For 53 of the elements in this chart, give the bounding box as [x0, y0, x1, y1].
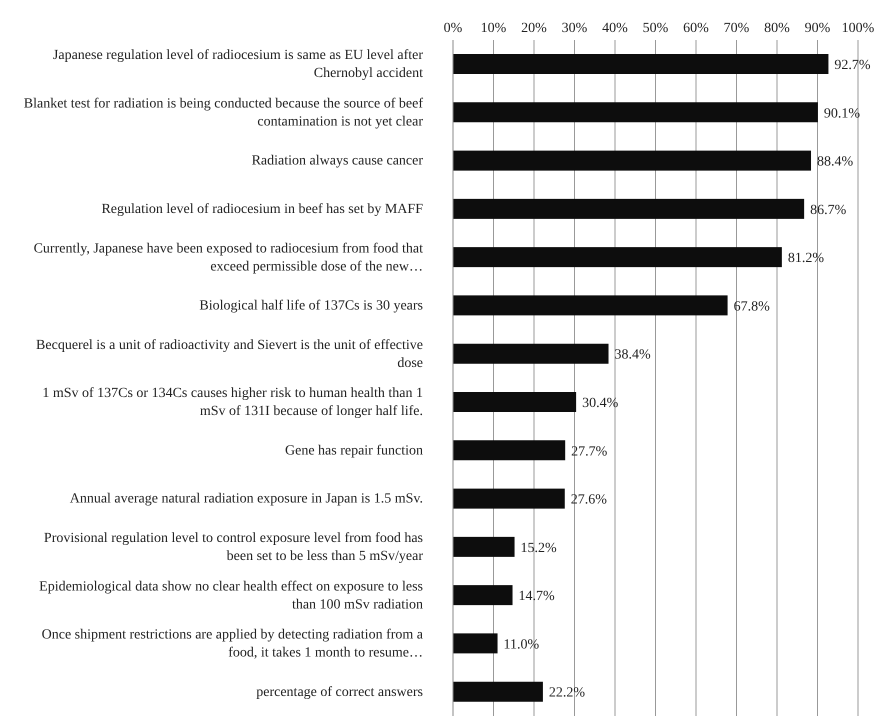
x-tick-label: 70%	[724, 21, 750, 36]
data-label: 38.4%	[614, 348, 652, 363]
bar	[453, 392, 576, 412]
y-tick-label: Japanese regulation level of radiocesium is same as EU level after Chernobyl accident	[52, 48, 424, 81]
bar	[453, 247, 782, 268]
data-label: 30.4%	[582, 396, 619, 411]
x-tick-label: 60%	[683, 21, 710, 36]
x-tick-label: 90%	[804, 21, 831, 36]
data-label: 22.2%	[548, 686, 586, 701]
data-label: 27.7%	[571, 444, 608, 460]
bar	[453, 488, 565, 509]
y-tick-label: Radiation always cause cancer	[252, 153, 424, 168]
data-label: 81.2%	[788, 251, 824, 266]
bar	[453, 440, 566, 460]
bar	[453, 295, 728, 316]
y-tick-label: percentage of correct answers	[256, 684, 423, 700]
bar	[453, 633, 498, 654]
y-tick-label: Biological half life of 137Cs is 30 years	[199, 298, 423, 314]
y-tick-label: Gene has repair function	[285, 442, 423, 458]
y-tick-label: 1 mSv of 137Cs or 134Cs causes higher risk to human health than 1 mSv of 131I because of longer half life.	[42, 386, 423, 419]
bar	[453, 54, 828, 74]
bar	[453, 585, 513, 606]
bar	[453, 682, 543, 702]
y-tick-label: Currently, Japanese have been exposed to radiocesium from food that exceed permissible dose of the new…	[34, 240, 424, 274]
y-tick-label: Provisional regulation level to control exposure level from food has been set to be less than 5 mSv/year	[44, 530, 424, 564]
bar	[453, 150, 812, 171]
y-tick-label: Once shipment restrictions are applied by detecting radiation from a food, it takes 1 month to resume…	[42, 627, 424, 660]
data-label: 90.1%	[824, 106, 860, 122]
x-tick-label: 100%	[842, 21, 875, 36]
y-tick-label: Annual average natural radiation exposure in Japan is 1.5 mSv.	[70, 491, 423, 506]
data-label: 27.6%	[570, 492, 608, 508]
x-tick-label: 0%	[444, 21, 463, 36]
x-tick-label: 80%	[764, 21, 790, 36]
data-label: 67.8%	[734, 299, 770, 314]
x-tick-label: 50%	[642, 21, 669, 36]
x-tick-label: 30%	[562, 21, 588, 36]
y-tick-label: Regulation level of radiocesium in beef has set by MAFF	[101, 202, 424, 216]
data-label: 86.7%	[810, 202, 847, 218]
data-label: 14.7%	[518, 589, 556, 604]
bar	[453, 198, 804, 219]
x-tick-label: 40%	[602, 21, 628, 36]
data-label: 92.7%	[834, 58, 871, 73]
x-tick-label: 20%	[521, 21, 548, 36]
x-tick-label: 10%	[480, 21, 507, 36]
bar	[453, 344, 609, 364]
y-tick-label: Epidemiological data show no clear health effect on exposure to less than 100 mSv radiation	[39, 578, 423, 612]
bar	[453, 102, 818, 122]
y-tick-label: Becquerel is a unit of radioactivity and Sievert is the unit of effective dose	[36, 337, 423, 370]
data-label: 15.2%	[520, 540, 558, 556]
data-label: 88.4%	[817, 154, 854, 170]
data-label: 11.0%	[504, 637, 540, 652]
bar	[453, 536, 515, 557]
y-tick-label: Blanket test for radiation is being conducted because the source of beef contamination is not yet clear	[24, 96, 424, 129]
